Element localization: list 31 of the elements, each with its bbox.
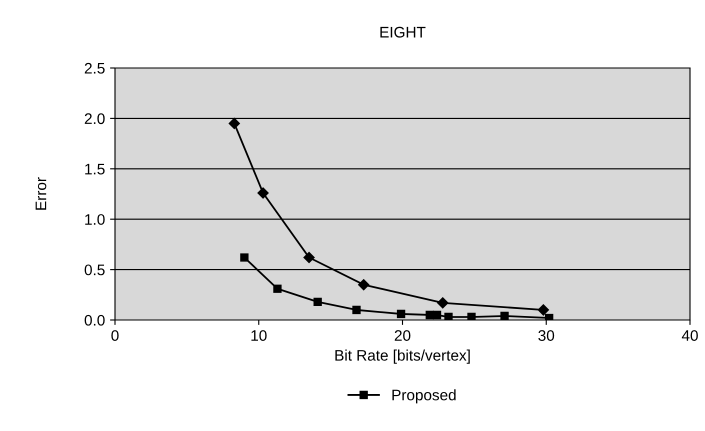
point: [228, 118, 240, 130]
x-tick-label: 30: [538, 330, 554, 341]
point: [467, 312, 476, 320]
point: [444, 312, 453, 320]
x-axis-title: Bit Rate [bits/vertex]: [335, 350, 470, 364]
chart-title: EIGHT: [380, 26, 426, 38]
x-tick-label: 20: [394, 330, 410, 341]
point: [273, 284, 282, 293]
x-tick-label: 0: [111, 330, 119, 341]
x-tick-label: 10: [251, 330, 267, 341]
legend-label: Proposed: [392, 389, 456, 404]
point: [358, 279, 370, 290]
y-tick-label: 2.5: [84, 62, 105, 74]
y-tick-label: 0.0: [84, 314, 105, 326]
point: [240, 253, 249, 262]
point: [303, 252, 315, 264]
y-tick-label: 0.5: [84, 264, 105, 276]
point: [437, 297, 448, 308]
point: [257, 187, 269, 199]
point: [544, 314, 554, 320]
y-tick-label: 1.0: [85, 214, 105, 225]
point: [352, 306, 361, 314]
x-tick-label: 40: [682, 330, 698, 341]
y-axis-title: Error: [36, 177, 46, 210]
point: [538, 304, 549, 316]
point: [500, 312, 509, 320]
point: [314, 298, 322, 306]
point: [396, 310, 406, 318]
y-tick-label: 1.5: [85, 164, 105, 174]
y-tick-label: 2.0: [84, 113, 105, 124]
point: [432, 310, 442, 320]
